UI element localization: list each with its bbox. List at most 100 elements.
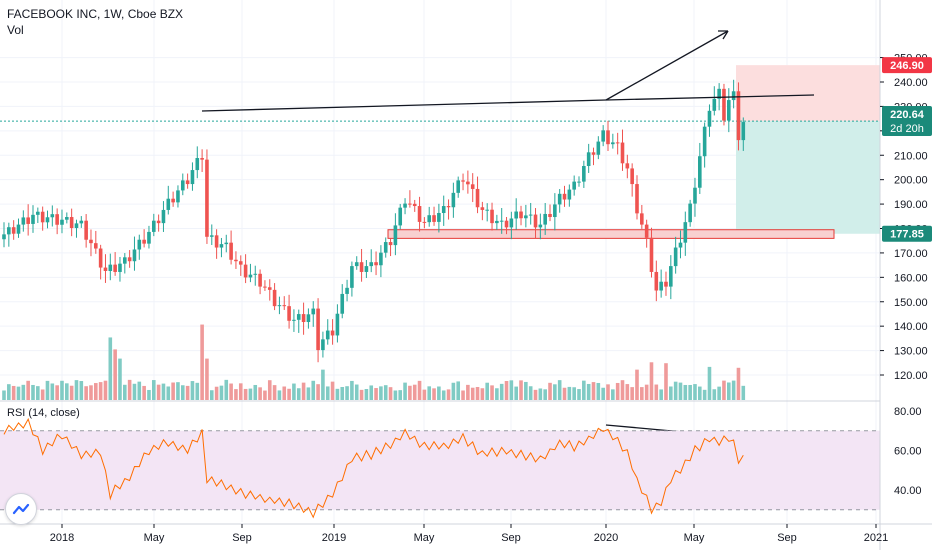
volume-bar — [519, 380, 523, 400]
candle — [195, 146, 200, 179]
volume-bar — [350, 380, 354, 400]
volume-bar — [118, 358, 122, 400]
rsi-label[interactable]: RSI (14, close) — [7, 407, 80, 419]
candle — [625, 154, 630, 179]
volume-bar — [65, 383, 69, 400]
volume-bar — [234, 389, 238, 400]
volume-bar — [2, 390, 6, 400]
candle — [698, 142, 702, 194]
candle — [118, 256, 122, 282]
volume-bar — [524, 381, 528, 400]
volume-bar — [21, 384, 26, 400]
candle — [316, 298, 320, 363]
price-tag-last-price[interactable]: 220.64 2d 20h — [882, 106, 932, 136]
candle — [243, 254, 248, 284]
rsi-pane — [0, 400, 932, 519]
candle — [669, 255, 673, 300]
candle — [79, 216, 84, 228]
candle — [94, 230, 98, 254]
candle — [553, 193, 557, 231]
candle — [60, 209, 64, 234]
tradingview-logo-icon[interactable] — [5, 493, 37, 525]
y-tick-label-9: 210.00 — [894, 150, 928, 162]
volume-bar — [383, 385, 388, 400]
volume-bar — [321, 369, 325, 400]
symbol-title[interactable]: FACEBOOK INC, 1W, Cboe BZX — [7, 7, 184, 21]
higher-high-arrow[interactable] — [605, 30, 729, 101]
y-tick-label-7: 190.00 — [894, 199, 928, 211]
volume-bar — [74, 380, 79, 400]
candle — [200, 149, 204, 173]
candle — [253, 265, 258, 286]
rsi-tick-label-1: 60.00 — [894, 446, 922, 458]
candle — [16, 218, 21, 238]
volume-label[interactable]: Vol — [7, 23, 24, 37]
volume-bar — [456, 381, 461, 400]
candle — [659, 269, 663, 298]
candle — [171, 191, 175, 207]
candle — [640, 204, 644, 229]
volume-bar — [301, 382, 306, 400]
trend-drawings[interactable] — [201, 30, 815, 443]
volume-bar — [635, 369, 639, 400]
volume-bar — [403, 382, 407, 400]
volume-bar — [311, 380, 316, 400]
volume-bar — [166, 386, 171, 400]
candle — [258, 269, 262, 295]
stop-loss-zone[interactable] — [736, 65, 880, 122]
volume-bar — [611, 389, 615, 400]
volume-bar — [388, 387, 393, 400]
resistance-trendline-extension[interactable] — [605, 94, 815, 101]
volume-bar — [693, 384, 697, 400]
volume-bar — [475, 386, 480, 400]
volume-bar — [601, 387, 605, 400]
candle — [103, 254, 108, 283]
y-tick-label-4: 160.00 — [894, 272, 928, 284]
candle — [21, 210, 26, 232]
candle — [330, 319, 335, 345]
resistance-trendline[interactable] — [201, 99, 607, 112]
volume-bar — [461, 390, 465, 400]
candle — [31, 205, 35, 233]
candle — [359, 248, 364, 282]
candle — [441, 195, 446, 226]
candle — [219, 237, 224, 258]
candle — [524, 204, 528, 228]
volume-bar — [137, 381, 142, 400]
candle — [166, 185, 171, 215]
candlesticks — [2, 79, 746, 363]
volume-bar — [292, 383, 296, 400]
candle — [311, 301, 316, 327]
volume-bar — [698, 386, 702, 400]
volume-bar — [359, 389, 364, 400]
candle — [325, 319, 330, 345]
candle — [683, 211, 688, 256]
candle — [345, 279, 349, 302]
volume-bar — [514, 386, 518, 400]
volume-bar — [630, 387, 634, 400]
volume-bar — [490, 385, 494, 400]
price-tag-text: 220.64 — [890, 109, 925, 121]
volume-bar — [688, 384, 692, 400]
volume-bar — [548, 382, 552, 400]
candle — [383, 237, 388, 258]
candle — [190, 162, 195, 191]
candle — [451, 182, 456, 218]
price-tag-loss-target[interactable]: 246.90 — [882, 57, 932, 74]
support-zone[interactable] — [387, 229, 835, 239]
volume-bar — [606, 384, 610, 400]
volume-bar — [176, 382, 180, 400]
candle — [229, 230, 233, 265]
volume-bar — [253, 384, 258, 400]
volume-bar — [171, 382, 175, 400]
candle — [611, 133, 615, 149]
candle — [678, 230, 683, 259]
candle — [7, 222, 11, 247]
volume-bar — [142, 385, 146, 400]
take-profit-zone[interactable] — [736, 121, 880, 234]
candle — [548, 204, 552, 222]
candle — [509, 211, 514, 240]
price-tag-profit-target[interactable]: 177.85 — [882, 225, 932, 242]
